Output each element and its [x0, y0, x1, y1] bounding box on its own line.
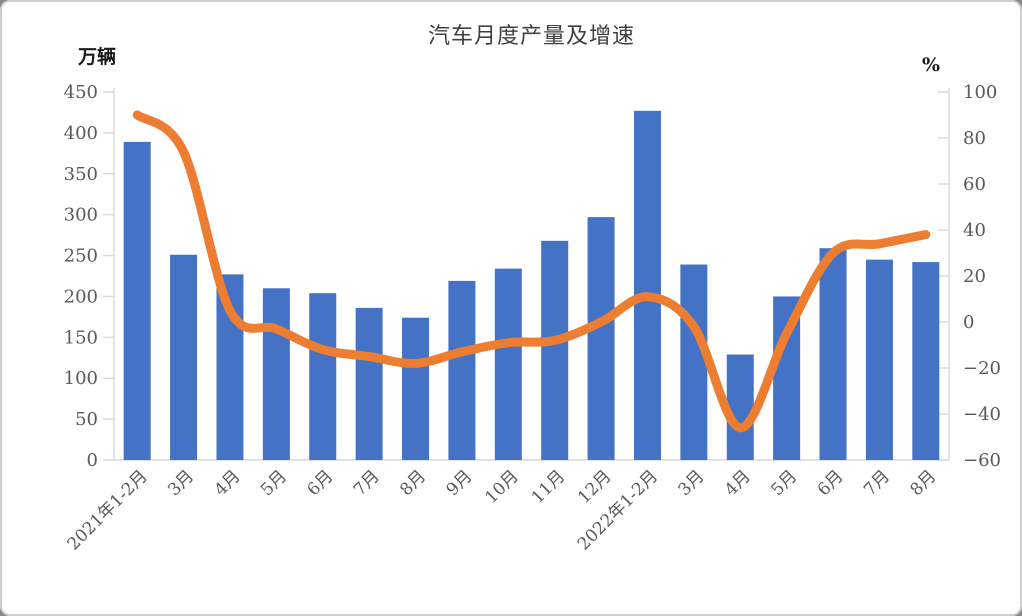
right-axis-tick-label: 20	[963, 266, 986, 287]
x-axis-category-label: 2021年1-2月	[64, 466, 152, 554]
x-axis-category-label: 12月	[574, 466, 615, 507]
x-axis-category-label: 11月	[528, 466, 569, 507]
x-axis-category-label: 8月	[907, 466, 941, 500]
production-bar	[865, 259, 893, 460]
x-axis-category-label: 4月	[721, 466, 755, 500]
left-axis-tick-label: 300	[64, 205, 98, 226]
left-axis-tick-label: 0	[87, 450, 98, 471]
production-bar	[726, 354, 754, 460]
production-bar	[494, 268, 522, 460]
left-axis-unit-label: 万辆	[78, 46, 117, 68]
production-bar	[355, 307, 383, 460]
x-axis-category-label: 5月	[257, 466, 291, 500]
production-bar	[123, 141, 151, 460]
production-bar	[587, 217, 615, 460]
right-axis-tick-label: −40	[963, 404, 1001, 425]
left-axis-tick-label: 450	[64, 82, 98, 103]
production-bar	[541, 240, 569, 460]
right-axis-unit-label: %	[922, 54, 941, 76]
left-axis-tick-label: 350	[64, 164, 98, 185]
production-bar	[309, 293, 337, 460]
x-axis-category-label: 7月	[860, 466, 894, 500]
right-axis-tick-label: 80	[963, 128, 986, 149]
right-axis-tick-label: 100	[963, 82, 997, 103]
x-axis-category-label: 4月	[211, 466, 245, 500]
x-axis-category-label: 8月	[396, 466, 430, 500]
production-bar	[633, 110, 661, 460]
x-axis-category-label: 7月	[350, 466, 384, 500]
production-bar	[170, 254, 198, 460]
x-axis-category-label: 9月	[443, 466, 477, 500]
x-axis-category-label: 3月	[675, 466, 709, 500]
x-axis-category-label: 5月	[767, 466, 801, 500]
production-bar	[680, 264, 708, 460]
right-axis-tick-label: 40	[963, 220, 986, 241]
left-axis-tick-label: 50	[75, 409, 98, 430]
production-bar	[262, 288, 290, 460]
left-axis-tick-label: 200	[64, 286, 98, 307]
growth-rate-line	[132, 110, 931, 433]
production-bar	[402, 317, 430, 460]
right-axis-tick-label: 0	[963, 312, 974, 333]
x-axis-category-label: 6月	[303, 466, 337, 500]
right-axis-tick-label: −20	[963, 358, 1001, 379]
x-axis-category-label: 10月	[481, 466, 522, 507]
production-bar	[448, 280, 476, 460]
left-axis-tick-label: 250	[64, 246, 98, 267]
x-axis-category-label: 6月	[814, 466, 848, 500]
left-axis-tick-label: 100	[64, 368, 98, 389]
production-bar	[819, 248, 847, 460]
chart-title: 汽车月度产量及增速	[427, 24, 635, 49]
x-axis-category-label: 3月	[164, 466, 198, 500]
right-axis-tick-label: −60	[963, 450, 1001, 471]
production-bar	[912, 262, 940, 460]
right-axis-tick-label: 60	[963, 174, 986, 195]
left-axis-tick-label: 400	[64, 123, 98, 144]
left-axis-tick-label: 150	[64, 327, 98, 348]
